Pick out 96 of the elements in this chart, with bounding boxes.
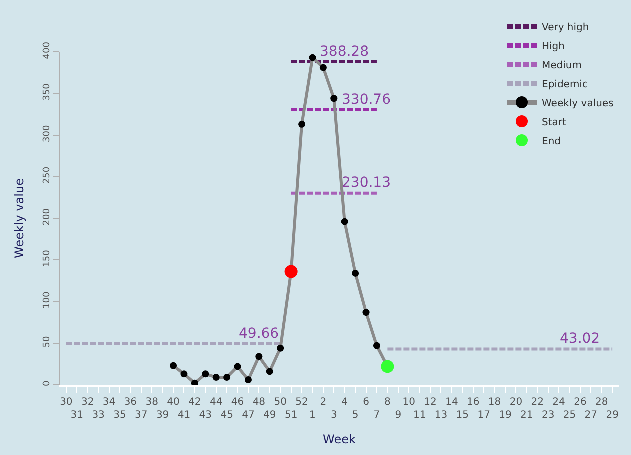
x-tick-label: 44 xyxy=(210,397,223,408)
annotation: 49.66 xyxy=(239,326,280,342)
y-tick-label: 0 xyxy=(42,380,52,387)
x-tick-label: 51 xyxy=(284,410,298,421)
x-tick-label: 2 xyxy=(320,397,327,408)
point xyxy=(212,374,220,382)
x-tick-label: 12 xyxy=(424,397,437,408)
x-tick-label: 8 xyxy=(384,397,391,408)
legend-label: Medium xyxy=(542,60,582,72)
x-tick-label: 6 xyxy=(363,397,370,408)
point xyxy=(234,363,242,370)
x-tick-label: 24 xyxy=(552,397,566,408)
point xyxy=(381,360,394,374)
annotation: 230.13 xyxy=(342,175,391,191)
x-tick-label: 27 xyxy=(584,410,598,421)
x-tick-label: 35 xyxy=(114,410,126,421)
point xyxy=(244,376,252,384)
x-tick-label: 38 xyxy=(146,397,158,408)
point xyxy=(362,309,370,316)
x-tick-label: 49 xyxy=(264,410,276,421)
y-tick-label: 400 xyxy=(42,42,52,60)
x-tick-label: 48 xyxy=(252,397,266,408)
point xyxy=(202,370,210,378)
y-axis-title: Weekly value xyxy=(12,178,27,258)
point xyxy=(191,380,198,385)
x-tick-label: 16 xyxy=(466,397,480,408)
annotation: 388.28 xyxy=(320,44,369,60)
point xyxy=(320,64,327,72)
y-tick-label: 100 xyxy=(42,292,52,309)
x-tick-label: 47 xyxy=(242,410,255,421)
annotation: 43.02 xyxy=(560,331,600,347)
x-tick-label: 22 xyxy=(531,397,544,408)
x-tick-label: 46 xyxy=(231,397,244,408)
x-tick-label: 40 xyxy=(167,397,180,408)
x-tick-label: 26 xyxy=(574,397,587,408)
x-tick-label: 36 xyxy=(124,397,138,408)
legend-label: Epidemic xyxy=(542,79,588,90)
point xyxy=(284,265,298,278)
point xyxy=(224,374,231,382)
legend-label: End xyxy=(542,136,562,148)
x-tick-label: 5 xyxy=(352,410,359,421)
x-tick-label: 34 xyxy=(102,397,116,408)
x-tick-label: 43 xyxy=(199,410,212,421)
point xyxy=(277,344,284,352)
point xyxy=(298,120,306,128)
legend-label: Very high xyxy=(542,22,590,34)
x-tick-label: 13 xyxy=(434,410,448,421)
point xyxy=(256,353,263,360)
x-tick-label: 1 xyxy=(310,410,316,421)
x-tick-label: 4 xyxy=(342,397,348,408)
x-tick-label: 29 xyxy=(606,410,619,421)
y-tick-label: 350 xyxy=(42,83,52,101)
x-tick-label: 25 xyxy=(563,410,576,421)
legend-label: High xyxy=(542,41,565,52)
x-tick-label: 10 xyxy=(402,397,416,408)
x-tick-label: 30 xyxy=(60,397,73,408)
x-tick-label: 7 xyxy=(374,410,380,421)
x-axis-title: Week xyxy=(323,432,356,446)
x-tick-label: 23 xyxy=(542,410,555,421)
point xyxy=(180,370,188,378)
x-tick-label: 9 xyxy=(395,410,402,421)
x-tick-label: 14 xyxy=(446,397,458,408)
point xyxy=(352,270,360,277)
x-tick-label: 52 xyxy=(296,397,308,408)
x-tick-label: 17 xyxy=(478,410,490,421)
x-tick-label: 45 xyxy=(220,410,234,421)
y-tick-label: 200 xyxy=(42,208,52,226)
x-tick-label: 28 xyxy=(596,397,608,408)
x-tick-label: 37 xyxy=(135,410,148,421)
legend-label: Weekly values xyxy=(542,98,614,110)
point xyxy=(373,342,380,350)
x-tick-label: 15 xyxy=(456,410,470,421)
point xyxy=(330,95,338,102)
x-tick-label: 11 xyxy=(413,410,426,421)
y-tick-label: 300 xyxy=(42,125,52,142)
point xyxy=(170,362,178,370)
point xyxy=(266,368,274,376)
legend-label: Start xyxy=(542,117,567,128)
point xyxy=(309,54,316,62)
point xyxy=(341,218,348,226)
x-tick-label: 31 xyxy=(70,410,84,421)
annotation: 330.76 xyxy=(342,92,392,108)
x-tick-label: 33 xyxy=(92,410,105,421)
y-tick-label: 150 xyxy=(42,250,52,268)
x-tick-label: 18 xyxy=(488,397,502,408)
x-tick-label: 21 xyxy=(520,410,534,421)
x-tick-label: 3 xyxy=(330,410,338,421)
x-tick-label: 32 xyxy=(81,397,94,408)
x-tick-label: 42 xyxy=(188,397,202,408)
x-tick-label: 19 xyxy=(499,410,512,421)
x-tick-label: 41 xyxy=(178,410,191,421)
y-tick-label: 50 xyxy=(42,336,52,348)
x-tick-label: 20 xyxy=(510,397,523,408)
x-tick-label: 50 xyxy=(274,397,287,408)
x-tick-label: 39 xyxy=(156,410,170,421)
y-tick-label: 250 xyxy=(42,166,52,184)
